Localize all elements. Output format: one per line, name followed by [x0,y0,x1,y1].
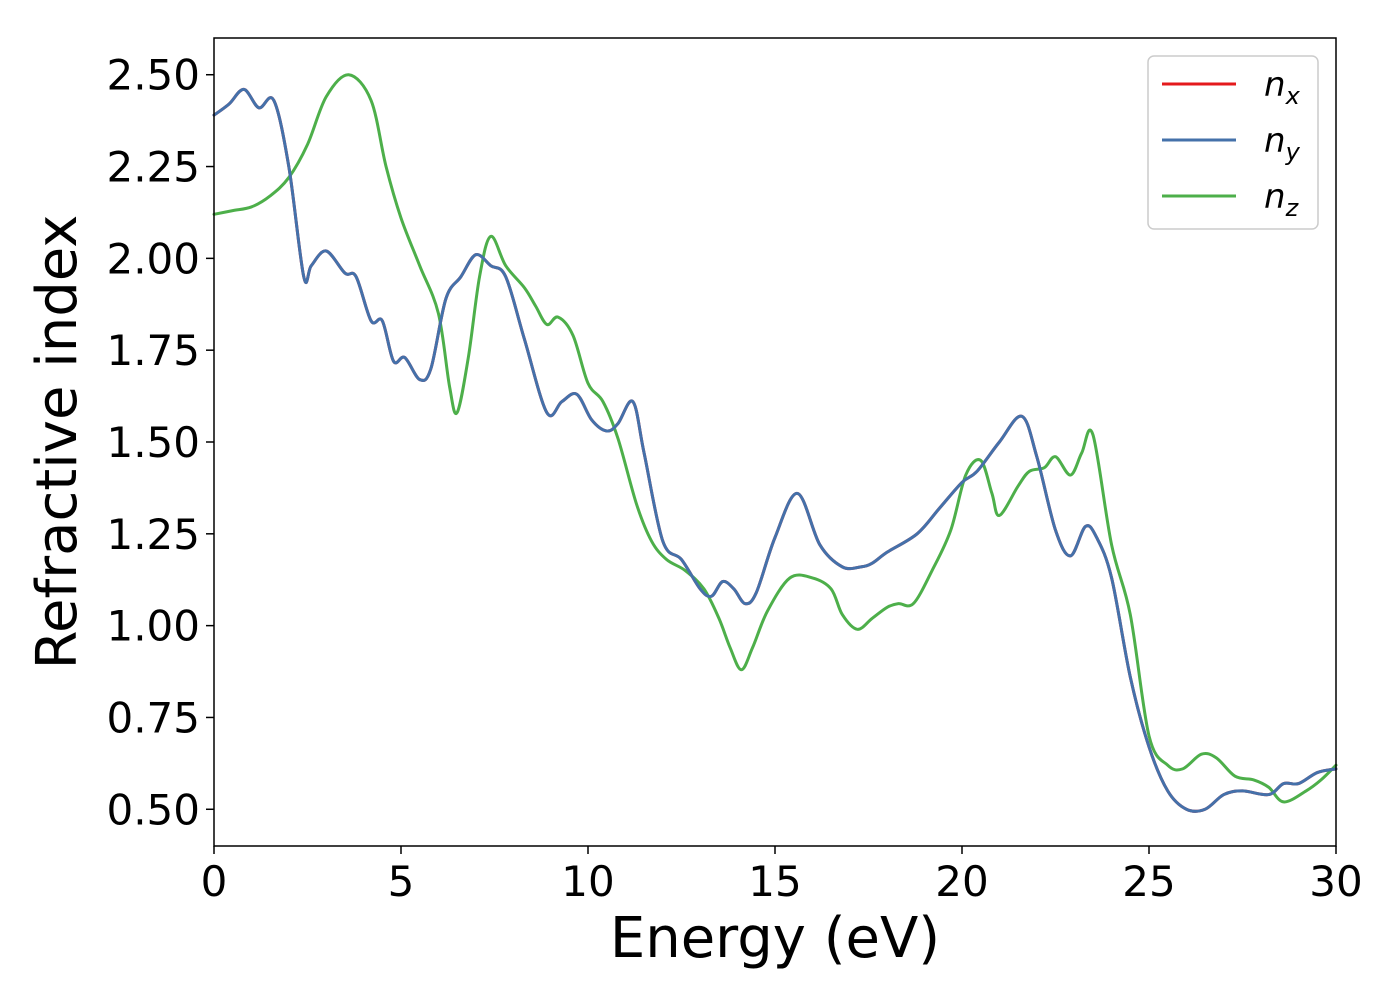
y-axis-title: Refractive index [25,215,90,670]
y-tick-label: 1.25 [106,510,200,559]
x-axis-ticks: 0 5 10 15 20 25 30 [201,846,1363,906]
legend-item-n-x: nx [1162,65,1301,110]
y-tick-label: 2.50 [106,51,200,100]
y-tick-label: 2.25 [106,143,200,192]
y-tick-label: 0.75 [106,693,200,742]
y-tick-label: 0.50 [106,785,200,834]
legend-label: nz [1264,177,1300,222]
legend: nx ny nz [1147,55,1319,230]
legend-item-n-y: ny [1162,121,1301,166]
y-tick-label: 1.00 [106,602,200,651]
x-tick-label: 25 [1122,857,1175,906]
series-line-n-z [212,73,1338,804]
x-tick-label: 15 [748,857,801,906]
y-axis-ticks: 0.50 0.75 1.00 1.25 1.50 1.75 2.00 2.25 2.50 [106,51,214,834]
x-axis-title: Energy (eV) [610,906,940,971]
series-line-n-y [212,87,1338,813]
x-tick-label: 20 [935,857,988,906]
legend-label: ny [1264,121,1301,166]
y-tick-label: 1.75 [106,326,200,375]
x-tick-label: 0 [201,857,228,906]
legend-label: nx [1264,65,1301,110]
series-group [212,73,1338,813]
y-tick-label: 2.00 [106,234,200,283]
legend-box [1147,55,1319,230]
y-tick-label: 1.50 [106,418,200,467]
x-tick-label: 10 [561,857,614,906]
x-tick-label: 5 [388,857,415,906]
x-tick-label: 30 [1309,857,1362,906]
legend-item-n-z: nz [1162,177,1300,222]
